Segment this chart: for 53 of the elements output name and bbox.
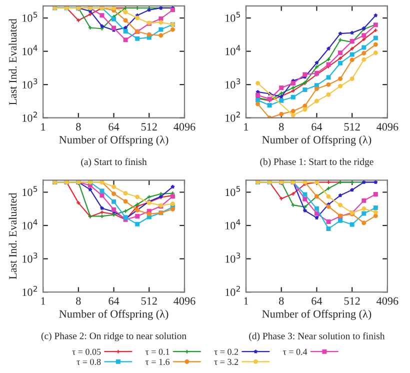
x-tick-label: 1 bbox=[244, 123, 248, 130]
y-tick-label: 10$^{5}$ bbox=[22, 186, 38, 196]
y-tick-label: 10$^{3}$ bbox=[22, 78, 38, 89]
legend-label: τ = 0.05 bbox=[72, 348, 101, 355]
x-tick-label: 1 bbox=[41, 297, 46, 305]
text: (d) Phase 3: Near solution to finish bbox=[249, 332, 385, 342]
y-tick-label: 10$^{4}$ bbox=[226, 45, 240, 56]
legend-label: τ = 0.8 bbox=[76, 358, 101, 365]
y-tick-label: 10$^{5}$ bbox=[22, 12, 38, 22]
x-axis-title: Number of Offspring (λ) bbox=[59, 310, 168, 320]
y-axis-title: Last Ind. Evaluated bbox=[8, 18, 17, 105]
text: (b) Phase 1: Start to the ridge bbox=[260, 158, 374, 167]
x-tick-label: 512 bbox=[141, 123, 157, 131]
y-tick-label: 10$^{4}$ bbox=[226, 219, 240, 230]
x-axis-title: Number of Offspring (λ) bbox=[262, 136, 372, 146]
y-axis-title: Last Ind. Evaluated bbox=[8, 192, 17, 280]
x-tick-label: 512 bbox=[141, 297, 157, 305]
x-tick-label: 64 bbox=[312, 123, 322, 131]
x-tick-label: 512 bbox=[344, 123, 360, 131]
y-tick-label: 10$^{4}$ bbox=[22, 219, 38, 230]
y-tick-label: 10$^{5}$ bbox=[226, 186, 240, 196]
x-tick-label: 4096 bbox=[376, 123, 398, 131]
y-tick-label: 10$^{3}$ bbox=[22, 252, 38, 263]
x-axis-title: Number of Offspring (λ) bbox=[59, 136, 168, 146]
y-tick-label: 10$^{3}$ bbox=[226, 252, 240, 263]
legend-label: τ = 0.1 bbox=[145, 348, 170, 355]
y-tick-label: 10$^{3}$ bbox=[226, 78, 240, 89]
x-tick-label: 4096 bbox=[174, 123, 196, 131]
x-tick-label: 512 bbox=[344, 297, 360, 305]
x-tick-label: 1 bbox=[41, 123, 46, 130]
y-tick-label: 10$^{2}$ bbox=[226, 286, 240, 296]
text: (a) Start to finish bbox=[81, 158, 147, 168]
y-tick-label: 10$^{4}$ bbox=[22, 45, 38, 56]
x-tick-label: 8 bbox=[279, 297, 284, 305]
x-tick-label: 64 bbox=[312, 297, 322, 305]
x-tick-label: 4096 bbox=[174, 297, 196, 305]
x-tick-label: 1 bbox=[244, 297, 248, 305]
legend-label: τ = 0.4 bbox=[282, 348, 308, 355]
text: (c) Phase 2: On ridge to near solution bbox=[41, 332, 186, 342]
y-tick-label: 10$^{2}$ bbox=[22, 112, 38, 122]
legend-label: τ = 3.2 bbox=[214, 358, 238, 365]
x-axis-title: Number of Offspring (λ) bbox=[262, 310, 372, 320]
legend-label: τ = 0.2 bbox=[214, 348, 238, 355]
legend-label: τ = 1.6 bbox=[145, 358, 170, 365]
x-tick-label: 8 bbox=[76, 297, 81, 305]
y-tick-label: 10$^{2}$ bbox=[226, 112, 240, 122]
x-tick-label: 8 bbox=[76, 123, 81, 131]
y-tick-label: 10$^{2}$ bbox=[22, 286, 38, 296]
x-tick-label: 64 bbox=[108, 297, 120, 305]
x-tick-label: 4096 bbox=[376, 297, 398, 305]
y-tick-label: 10$^{5}$ bbox=[226, 12, 240, 22]
x-tick-label: 64 bbox=[108, 123, 120, 131]
x-tick-label: 8 bbox=[279, 123, 284, 131]
